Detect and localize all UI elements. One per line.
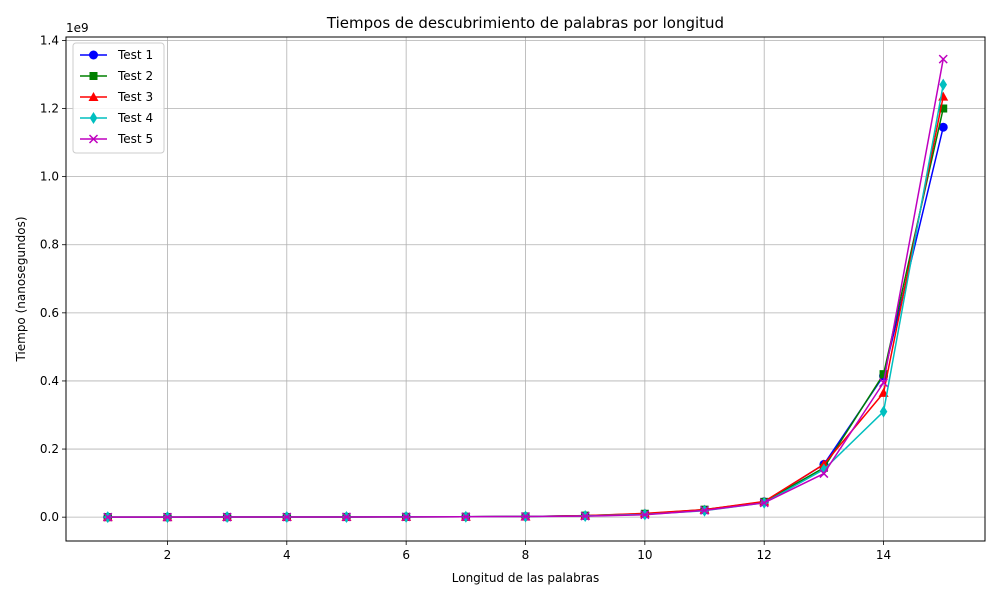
data-point: [699, 505, 710, 515]
data-point: [879, 405, 888, 418]
data-point: [103, 512, 113, 522]
data-point: [938, 122, 948, 132]
y-tick-label: 1.2: [40, 102, 59, 116]
y-tick-label: 0.0: [40, 510, 59, 524]
series-layer: [102, 54, 949, 524]
data-point: [939, 78, 948, 91]
legend-label: Test 5: [117, 132, 153, 146]
legend-label: Test 3: [117, 90, 153, 104]
legend-marker: [89, 112, 98, 124]
data-point: [938, 54, 948, 64]
x-tick-label: 12: [757, 548, 772, 562]
x-tick-label: 14: [876, 548, 891, 562]
x-tick-label: 8: [522, 548, 530, 562]
legend-entry: Test 5: [80, 132, 153, 146]
legend-entry: Test 1: [80, 48, 153, 62]
data-point: [520, 511, 531, 522]
data-point: [819, 469, 829, 479]
x-tick-label: 4: [283, 548, 291, 562]
y-tick-label: 0.2: [40, 442, 59, 456]
legend-label: Test 1: [117, 48, 153, 62]
legend-entry: Test 3: [80, 90, 153, 104]
data-point: [640, 510, 650, 520]
y-tick-label: 0.4: [40, 374, 59, 388]
data-point: [580, 511, 590, 521]
legend-entry: Test 2: [80, 69, 153, 83]
legend-label: Test 2: [117, 69, 153, 83]
series-5: [103, 54, 948, 522]
y-tick-label: 1.0: [40, 170, 59, 184]
legend-box: [72, 42, 165, 154]
legend-label: Test 4: [117, 111, 153, 125]
data-point: [341, 512, 352, 522]
x-axis-label: Longitud de las palabras: [452, 571, 600, 585]
y-axis-multiplier: 1e9: [66, 21, 89, 35]
grid-lines: [66, 37, 985, 541]
data-point: [759, 498, 769, 508]
legend-entry: Test 4: [80, 111, 153, 125]
legend-marker: [88, 134, 99, 144]
x-tick-label: 6: [402, 548, 410, 562]
y-tick-label: 1.4: [40, 33, 59, 47]
legend-marker: [89, 50, 98, 60]
legend-marker: [88, 92, 99, 101]
data-point: [162, 512, 172, 522]
data-point: [401, 512, 411, 522]
axis-ticks: 2 4 6 8 10 12 14 0.0 0.2 0.4 0.6 0.8 1.0 1.2 1.4: [40, 33, 891, 562]
data-point: [939, 104, 948, 113]
data-point: [461, 512, 471, 522]
chart-title: Tiempos de descubrimiento de palabras po…: [326, 14, 724, 32]
y-tick-label: 0.6: [40, 306, 59, 320]
data-point: [222, 512, 232, 522]
x-tick-label: 2: [164, 548, 172, 562]
y-axis-label: Tiempo (nanosegundos): [14, 216, 28, 362]
legend: Test 1 Test 2 Test 3 Test 4 Test 5: [72, 42, 165, 154]
x-tick-label: 10: [637, 548, 652, 562]
data-point: [938, 91, 949, 101]
y-tick-label: 0.8: [40, 238, 59, 252]
data-point: [879, 370, 888, 379]
data-point: [282, 512, 292, 522]
legend-marker: [89, 72, 98, 80]
data-point: [879, 378, 889, 388]
